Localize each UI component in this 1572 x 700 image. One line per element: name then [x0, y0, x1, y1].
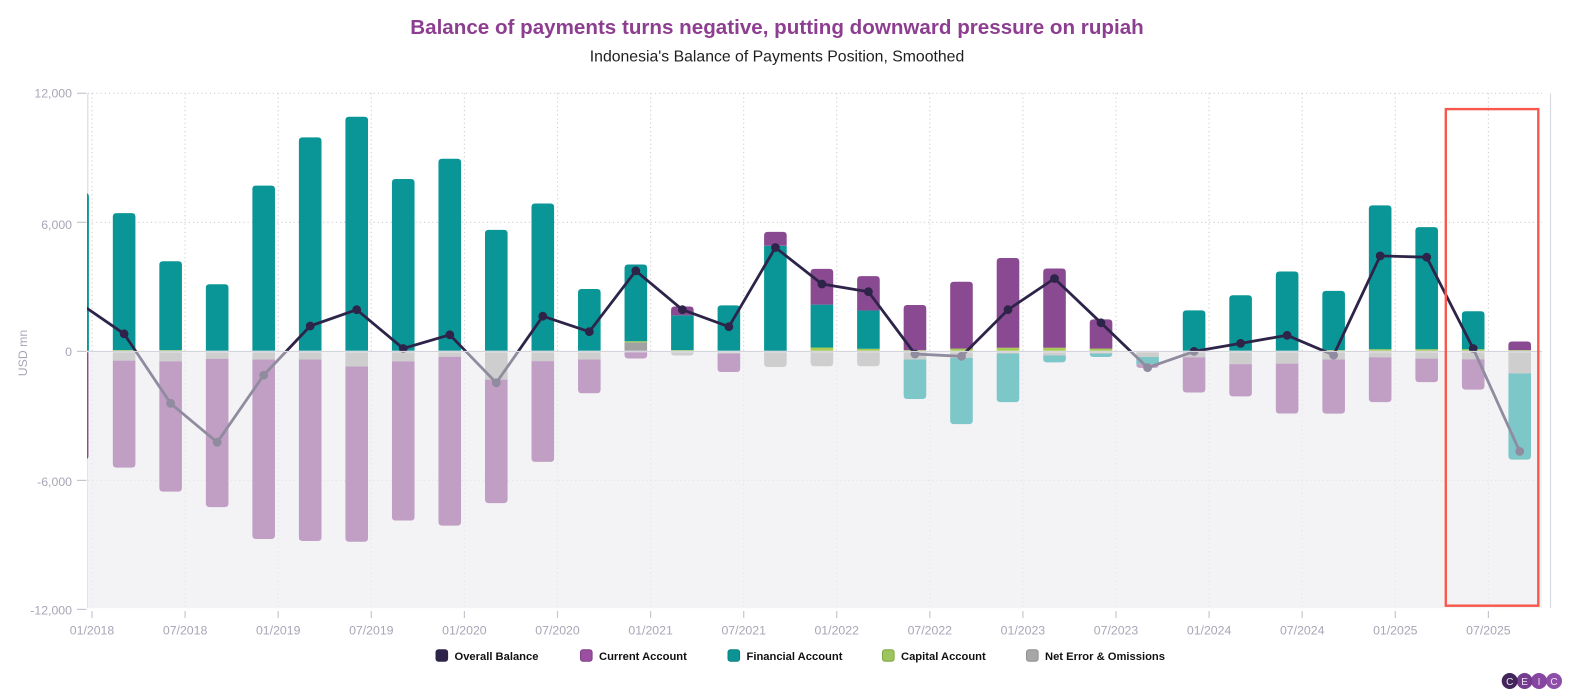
svg-text:07/2019: 07/2019 — [349, 624, 394, 638]
svg-text:-12,000: -12,000 — [30, 604, 72, 618]
svg-text:Financial Account: Financial Account — [747, 651, 843, 663]
svg-text:01/2025: 01/2025 — [1373, 624, 1418, 638]
svg-text:USD mn: USD mn — [16, 330, 30, 377]
svg-text:01/2021: 01/2021 — [628, 624, 673, 638]
svg-text:Balance of payments turns nega: Balance of payments turns negative, putt… — [410, 16, 1143, 39]
svg-text:01/2019: 01/2019 — [256, 624, 301, 638]
svg-text:07/2018: 07/2018 — [163, 624, 208, 638]
svg-text:01/2024: 01/2024 — [1187, 624, 1232, 638]
svg-text:07/2023: 07/2023 — [1094, 624, 1139, 638]
svg-text:07/2025: 07/2025 — [1466, 624, 1511, 638]
svg-text:C: C — [1550, 677, 1557, 688]
svg-text:01/2022: 01/2022 — [814, 624, 859, 638]
svg-text:-6,000: -6,000 — [37, 475, 72, 489]
svg-text:Current Account: Current Account — [599, 651, 687, 663]
svg-text:07/2024: 07/2024 — [1280, 624, 1325, 638]
svg-text:01/2023: 01/2023 — [1001, 624, 1046, 638]
svg-text:E: E — [1521, 677, 1528, 688]
svg-text:12,000: 12,000 — [34, 87, 72, 101]
svg-text:01/2018: 01/2018 — [70, 624, 115, 638]
svg-text:C: C — [1506, 677, 1513, 688]
svg-text:I: I — [1538, 677, 1541, 688]
svg-text:Overall Balance: Overall Balance — [455, 651, 539, 663]
svg-text:6,000: 6,000 — [41, 218, 72, 232]
svg-text:07/2020: 07/2020 — [535, 624, 580, 638]
svg-text:Indonesia's Balance of Payment: Indonesia's Balance of Payments Position… — [590, 49, 964, 66]
svg-text:0: 0 — [65, 345, 72, 359]
svg-text:Net Error & Omissions: Net Error & Omissions — [1045, 651, 1165, 663]
svg-text:07/2022: 07/2022 — [908, 624, 953, 638]
svg-text:07/2021: 07/2021 — [721, 624, 766, 638]
svg-text:01/2020: 01/2020 — [442, 624, 487, 638]
svg-text:Capital Account: Capital Account — [901, 651, 986, 663]
